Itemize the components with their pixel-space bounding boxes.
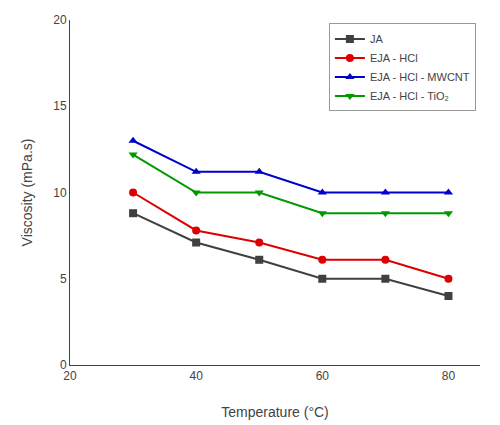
svg-text:60: 60 xyxy=(316,369,330,383)
svg-text:5: 5 xyxy=(60,272,67,286)
svg-text:JA: JA xyxy=(370,33,384,45)
svg-text:40: 40 xyxy=(189,369,203,383)
svg-text:0: 0 xyxy=(60,358,67,372)
svg-text:10: 10 xyxy=(53,186,67,200)
svg-text:EJA - HCl: EJA - HCl xyxy=(370,52,418,64)
svg-text:20: 20 xyxy=(53,13,67,27)
svg-text:EJA - HCl - MWCNT: EJA - HCl - MWCNT xyxy=(370,71,470,83)
svg-text:80: 80 xyxy=(442,369,456,383)
svg-text:Temperature (°C): Temperature (°C) xyxy=(221,404,329,420)
svg-text:Viscosity (mPa.s): Viscosity (mPa.s) xyxy=(19,139,35,247)
svg-text:15: 15 xyxy=(53,99,67,113)
svg-text:EJA - HCl - TiO₂: EJA - HCl - TiO₂ xyxy=(370,90,449,102)
svg-text:20: 20 xyxy=(63,369,77,383)
